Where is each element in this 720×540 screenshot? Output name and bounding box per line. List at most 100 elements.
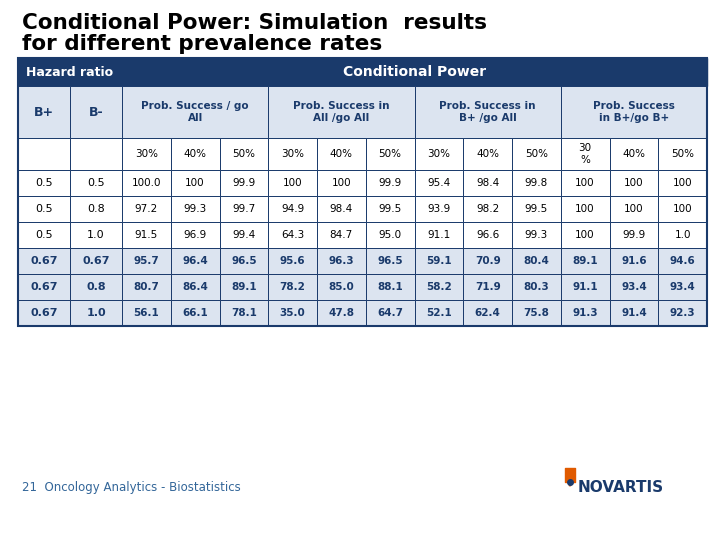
Bar bbox=[610, 196, 658, 222]
Text: 0.8: 0.8 bbox=[86, 282, 106, 292]
Text: 99.9: 99.9 bbox=[233, 178, 256, 188]
Text: 0.67: 0.67 bbox=[30, 282, 58, 292]
Text: Prob. Success in
All /go All: Prob. Success in All /go All bbox=[293, 101, 390, 123]
Text: 99.8: 99.8 bbox=[525, 178, 548, 188]
Bar bbox=[610, 138, 658, 170]
Text: Prob. Success
in B+/go B+: Prob. Success in B+/go B+ bbox=[593, 101, 675, 123]
Bar bbox=[269, 170, 317, 196]
Text: 80.4: 80.4 bbox=[523, 256, 549, 266]
Text: 0.8: 0.8 bbox=[87, 204, 105, 214]
Bar bbox=[317, 300, 366, 326]
Text: 100: 100 bbox=[575, 178, 595, 188]
Bar bbox=[220, 248, 269, 274]
Bar bbox=[18, 196, 70, 222]
Text: 91.1: 91.1 bbox=[427, 230, 451, 240]
Bar bbox=[70, 248, 122, 274]
Bar bbox=[415, 170, 463, 196]
Bar bbox=[415, 300, 463, 326]
Bar bbox=[366, 222, 415, 248]
Bar bbox=[463, 300, 512, 326]
Text: 100: 100 bbox=[185, 178, 205, 188]
Bar bbox=[18, 58, 122, 86]
Text: 100: 100 bbox=[575, 230, 595, 240]
Text: 100: 100 bbox=[332, 178, 351, 188]
Text: 89.1: 89.1 bbox=[572, 256, 598, 266]
Text: 97.2: 97.2 bbox=[135, 204, 158, 214]
Text: 75.8: 75.8 bbox=[523, 308, 549, 318]
Text: Prob. Success in
B+ /go All: Prob. Success in B+ /go All bbox=[439, 101, 536, 123]
Text: for different prevalence rates: for different prevalence rates bbox=[22, 34, 382, 54]
Text: 94.6: 94.6 bbox=[670, 256, 696, 266]
Text: 99.7: 99.7 bbox=[233, 204, 256, 214]
Bar bbox=[317, 138, 366, 170]
Bar bbox=[220, 274, 269, 300]
Text: 98.4: 98.4 bbox=[476, 178, 499, 188]
Text: 91.1: 91.1 bbox=[572, 282, 598, 292]
Text: 100: 100 bbox=[624, 178, 644, 188]
Text: 50%: 50% bbox=[525, 149, 548, 159]
Bar bbox=[610, 274, 658, 300]
Text: 50%: 50% bbox=[671, 149, 694, 159]
Bar bbox=[463, 248, 512, 274]
Bar bbox=[70, 274, 122, 300]
Text: 21  Oncology Analytics - Biostatistics: 21 Oncology Analytics - Biostatistics bbox=[22, 482, 240, 495]
Text: 99.3: 99.3 bbox=[184, 204, 207, 214]
Text: 85.0: 85.0 bbox=[328, 282, 354, 292]
Bar bbox=[18, 222, 70, 248]
Text: 95.0: 95.0 bbox=[379, 230, 402, 240]
Bar bbox=[122, 274, 171, 300]
Bar bbox=[70, 222, 122, 248]
Text: 70.9: 70.9 bbox=[474, 256, 500, 266]
Text: 30%: 30% bbox=[281, 149, 304, 159]
Bar bbox=[70, 196, 122, 222]
Text: 96.5: 96.5 bbox=[231, 256, 257, 266]
Text: 0.5: 0.5 bbox=[35, 230, 53, 240]
Text: 96.3: 96.3 bbox=[328, 256, 354, 266]
Text: 40%: 40% bbox=[184, 149, 207, 159]
Bar bbox=[70, 138, 122, 170]
Bar bbox=[122, 138, 171, 170]
Bar bbox=[610, 222, 658, 248]
Text: 30%: 30% bbox=[428, 149, 451, 159]
Text: 95.7: 95.7 bbox=[133, 256, 159, 266]
Bar bbox=[561, 248, 610, 274]
Text: 56.1: 56.1 bbox=[133, 308, 159, 318]
Text: 91.5: 91.5 bbox=[135, 230, 158, 240]
Text: 93.4: 93.4 bbox=[621, 282, 647, 292]
Bar bbox=[317, 248, 366, 274]
Bar bbox=[512, 222, 561, 248]
Text: Hazard ratio: Hazard ratio bbox=[27, 65, 114, 78]
Text: 1.0: 1.0 bbox=[675, 230, 691, 240]
Bar bbox=[18, 86, 70, 138]
Text: 91.6: 91.6 bbox=[621, 256, 647, 266]
Bar bbox=[18, 300, 70, 326]
Bar bbox=[18, 248, 70, 274]
Bar bbox=[269, 274, 317, 300]
Bar bbox=[70, 170, 122, 196]
Bar bbox=[317, 170, 366, 196]
Text: Conditional Power: Simulation  results: Conditional Power: Simulation results bbox=[22, 13, 487, 33]
Text: 96.5: 96.5 bbox=[377, 256, 403, 266]
Bar bbox=[561, 86, 707, 138]
Bar bbox=[220, 170, 269, 196]
Bar bbox=[658, 138, 707, 170]
Bar bbox=[561, 274, 610, 300]
Bar bbox=[122, 248, 171, 274]
Bar bbox=[561, 138, 610, 170]
Text: 95.4: 95.4 bbox=[427, 178, 451, 188]
Bar bbox=[269, 196, 317, 222]
Text: 99.5: 99.5 bbox=[379, 204, 402, 214]
Bar bbox=[610, 170, 658, 196]
Text: 1.0: 1.0 bbox=[86, 308, 106, 318]
Text: 100: 100 bbox=[624, 204, 644, 214]
Bar bbox=[122, 196, 171, 222]
Text: 99.4: 99.4 bbox=[233, 230, 256, 240]
Bar bbox=[366, 300, 415, 326]
Bar bbox=[658, 170, 707, 196]
Bar bbox=[171, 196, 220, 222]
Text: 71.9: 71.9 bbox=[474, 282, 500, 292]
Bar bbox=[415, 222, 463, 248]
Text: 100: 100 bbox=[283, 178, 302, 188]
Text: 88.1: 88.1 bbox=[377, 282, 403, 292]
Text: 91.3: 91.3 bbox=[572, 308, 598, 318]
